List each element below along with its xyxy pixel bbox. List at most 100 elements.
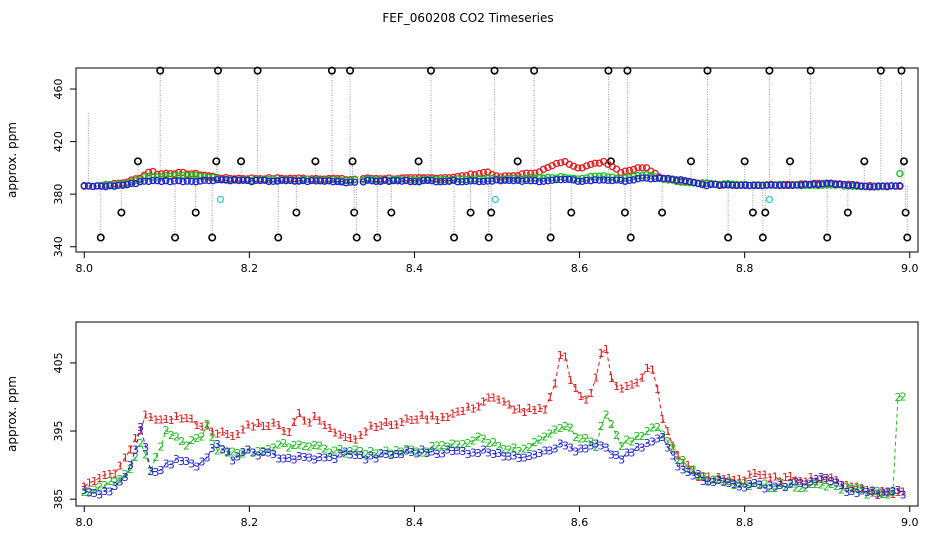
series-2-marker: 2 (654, 421, 661, 434)
series-2-marker: 2 (444, 441, 451, 454)
series-3-point (149, 176, 157, 185)
series-3-point (728, 181, 737, 189)
series-3-marker: 3 (531, 449, 538, 462)
raw-outlier-point (703, 66, 712, 75)
series-1-point (557, 159, 565, 167)
series-3-point (655, 174, 664, 182)
series-2-marker: 2 (413, 445, 420, 458)
series-3-marker: 3 (746, 478, 753, 491)
bottom-x-tick-label: 8.2 (241, 516, 259, 529)
bottom-y-tick-label: 405 (52, 352, 65, 373)
series-1-marker: 1 (209, 425, 216, 438)
series-2-marker: 2 (828, 478, 835, 491)
series-3-marker: 3 (516, 452, 523, 465)
series-3-point (295, 177, 303, 185)
series-3-marker: 3 (147, 465, 154, 478)
top-x-tick-label: 8.0 (76, 262, 94, 275)
series-3-marker: 3 (403, 445, 410, 458)
series-3-marker: 3 (567, 442, 574, 455)
series-3-point (166, 178, 174, 186)
series-2-marker: 2 (710, 473, 717, 486)
series-2-marker: 2 (705, 474, 712, 487)
series-1-marker: 1 (664, 425, 671, 438)
series-3-marker: 3 (372, 452, 379, 465)
series-2-marker: 2 (838, 483, 845, 496)
raw-outlier-point (327, 66, 336, 75)
series-3-marker: 3 (485, 447, 492, 460)
series-3-point (406, 178, 415, 186)
series-1-marker: 1 (654, 383, 661, 396)
series-2-marker: 2 (674, 454, 681, 467)
series-2-marker: 2 (470, 434, 477, 447)
series-3-point (248, 178, 256, 186)
series-1-marker: 1 (475, 400, 482, 413)
raw-outlier-point (352, 233, 361, 242)
series-2-marker: 2 (516, 445, 523, 458)
series-3-point (836, 180, 844, 189)
series-3-point (471, 177, 479, 185)
series-3-marker: 3 (439, 447, 446, 460)
series-3-marker: 3 (828, 475, 835, 488)
series-1-marker: 1 (234, 428, 241, 441)
series-3-marker: 3 (649, 436, 656, 449)
series-1-marker: 1 (106, 468, 113, 481)
series-3-marker: 3 (541, 445, 548, 458)
series-3-marker: 3 (608, 448, 615, 461)
raw-outlier-point (373, 233, 382, 242)
series-1-marker: 1 (444, 411, 451, 424)
series-3-marker: 3 (193, 461, 200, 474)
series-1-marker: 1 (429, 410, 436, 423)
series-3-marker: 3 (91, 487, 98, 500)
series-2-marker: 2 (756, 479, 763, 492)
series-3-point (192, 178, 200, 186)
series-1-marker: 1 (413, 413, 420, 426)
series-3-point (806, 180, 814, 189)
series-2-marker: 2 (531, 436, 538, 449)
series-3-marker: 3 (234, 450, 241, 463)
series-3-point (612, 176, 621, 184)
series-1-marker: 1 (260, 420, 267, 433)
series-2-marker: 2 (485, 437, 492, 450)
series-1-point (630, 165, 638, 174)
series-2-marker: 2 (751, 477, 758, 490)
raw-outlier-point (484, 233, 493, 242)
raw-outlier-point (604, 66, 613, 75)
series-3-marker: 3 (367, 449, 374, 462)
series-3-marker: 3 (326, 451, 333, 464)
series-3-point (265, 177, 273, 186)
series-1-marker: 1 (787, 470, 794, 483)
series-3-marker: 3 (787, 478, 794, 491)
series-3-point (144, 177, 153, 186)
series-2-marker: 2 (311, 439, 318, 452)
series-3-point (870, 183, 878, 191)
series-3-point (745, 181, 754, 190)
series-2-marker: 2 (337, 443, 344, 456)
series-3-point (449, 176, 458, 184)
series-2-marker: 2 (280, 437, 287, 450)
series-1-marker: 1 (726, 472, 733, 485)
series-2-marker: 2 (700, 470, 707, 483)
series-1-marker: 1 (603, 343, 610, 356)
series-3-point (110, 182, 118, 190)
series-3-marker: 3 (598, 440, 605, 453)
raw-outlier-point (823, 233, 832, 242)
raw-outlier-point (765, 66, 774, 75)
series-3-point (642, 174, 651, 182)
series-2-marker: 2 (480, 432, 487, 445)
series-2-marker: 2 (884, 488, 891, 501)
series-3-marker: 3 (731, 478, 738, 491)
series-3-marker: 3 (772, 480, 779, 493)
series-1-marker: 1 (142, 408, 149, 421)
series-3-point (308, 176, 316, 185)
series-1-point (582, 162, 591, 170)
series-2-marker: 2 (787, 478, 794, 491)
series-3-marker: 3 (843, 486, 850, 499)
series-3-point (874, 182, 883, 190)
series-3-marker: 3 (444, 444, 451, 457)
series-1-marker: 1 (198, 421, 205, 434)
series-3-marker: 3 (756, 479, 763, 492)
series-2-marker: 2 (183, 439, 190, 452)
series-3-marker: 3 (393, 448, 400, 461)
series-3-marker: 3 (168, 459, 175, 472)
series-3-marker: 3 (802, 478, 809, 491)
